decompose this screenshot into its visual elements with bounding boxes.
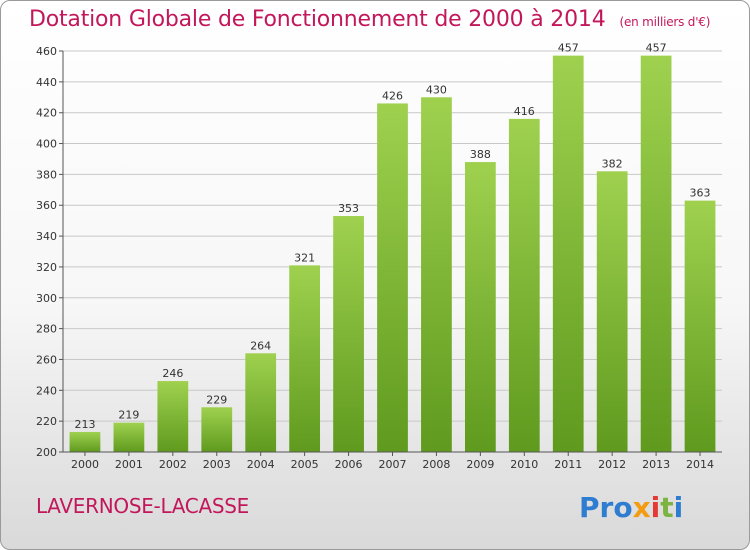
- bar-2002: [157, 381, 189, 452]
- logo-part-2: x: [632, 491, 651, 524]
- bar-2011: [552, 55, 584, 452]
- x-tick-label: 2013: [642, 458, 670, 471]
- bar-2013: [640, 55, 672, 452]
- bar-2001: [113, 422, 145, 452]
- y-tick-label: 440: [36, 76, 57, 89]
- y-tick-label: 240: [36, 384, 57, 397]
- chart-subtitle: (en milliers d'€): [619, 15, 711, 29]
- y-tick-label: 460: [36, 45, 57, 58]
- y-tick-label: 280: [36, 323, 57, 336]
- y-tick-label: 360: [36, 199, 57, 212]
- data-label-2007: 426: [382, 89, 403, 102]
- proxiti-logo[interactable]: Proxiti: [579, 491, 683, 524]
- bar-2009: [464, 162, 496, 453]
- x-tick-label: 2004: [247, 458, 275, 471]
- logo-part-1: Pro: [579, 491, 633, 524]
- data-label-2003: 229: [206, 393, 227, 406]
- chart-title-text: Dotation Globale de Fonctionnement de 20…: [29, 7, 606, 32]
- y-tick-label: 420: [36, 107, 57, 120]
- x-tick-label: 2005: [291, 458, 319, 471]
- x-tick-label: 2006: [335, 458, 363, 471]
- x-tick-label: 2008: [422, 458, 450, 471]
- data-label-2006: 353: [338, 202, 359, 215]
- bar-2010: [508, 118, 540, 452]
- bar-2004: [245, 353, 277, 452]
- y-tick-label: 200: [36, 446, 57, 459]
- x-tick-label: 2011: [554, 458, 582, 471]
- x-tick-label: 2010: [510, 458, 538, 471]
- bar-2008: [421, 97, 452, 453]
- data-label-2014: 363: [690, 187, 711, 200]
- data-label-2004: 264: [250, 339, 271, 352]
- logo-part-4: t: [660, 491, 674, 524]
- y-tick-label: 260: [36, 353, 57, 366]
- y-tick-label: 320: [36, 261, 57, 274]
- chart-title: Dotation Globale de Fonctionnement de 20…: [29, 7, 710, 32]
- bar-2003: [201, 407, 233, 452]
- x-tick-label: 2003: [203, 458, 231, 471]
- data-label-2005: 321: [294, 251, 315, 264]
- commune-name: LAVERNOSE-LACASSE: [36, 494, 249, 518]
- bar-2007: [377, 103, 408, 452]
- data-label-2010: 416: [514, 105, 535, 118]
- data-label-2001: 219: [118, 409, 139, 422]
- bar-2012: [596, 171, 628, 453]
- y-tick-label: 400: [36, 138, 57, 151]
- x-tick-label: 2012: [598, 458, 626, 471]
- data-label-2009: 388: [470, 148, 491, 161]
- logo-part-3: i: [650, 491, 661, 524]
- bar-2014: [684, 200, 716, 452]
- data-label-2011: 457: [558, 42, 579, 55]
- bar-2000: [69, 431, 101, 452]
- x-tick-label: 2007: [379, 458, 407, 471]
- y-tick-label: 380: [36, 168, 57, 181]
- data-label-2000: 213: [74, 418, 95, 431]
- x-tick-label: 2009: [466, 458, 494, 471]
- data-label-2013: 457: [646, 42, 667, 55]
- logo-part-5: i: [673, 491, 684, 524]
- bar-2006: [333, 216, 364, 452]
- x-tick-label: 2002: [159, 458, 187, 471]
- y-tick-label: 300: [36, 292, 57, 305]
- data-label-2008: 430: [426, 83, 447, 96]
- bars: 213 219 246 229 264 321 353 426 430 388 416 457 382 4…: [69, 42, 716, 453]
- x-tick-label: 2001: [115, 458, 143, 471]
- x-axis: 2000 2001 2002 2003 2004 2005 2006 2007 2008 2009…: [63, 451, 722, 471]
- x-tick-label: 2014: [686, 458, 714, 471]
- y-tick-label: 220: [36, 415, 57, 428]
- data-label-2012: 382: [602, 157, 623, 170]
- bar-2005: [289, 265, 321, 452]
- y-tick-label: 340: [36, 230, 57, 243]
- x-tick-label: 2000: [71, 458, 99, 471]
- data-label-2002: 246: [162, 367, 183, 380]
- y-axis: 200 220 240 260 280 300 320 340 360 380 400 420 440 4…: [36, 45, 64, 459]
